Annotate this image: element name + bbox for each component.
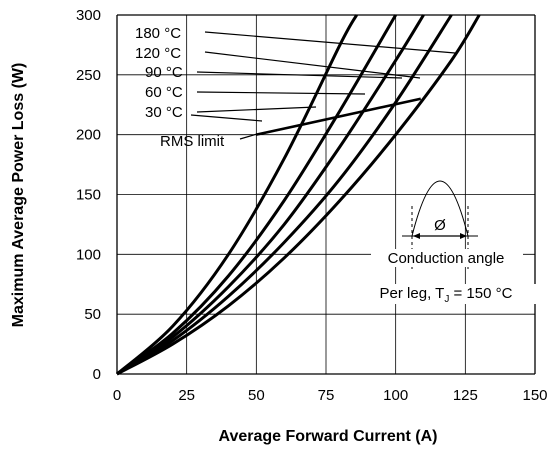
leader-180 <box>204 31 456 54</box>
curve-60c <box>116 14 453 376</box>
leader-30a <box>196 106 317 113</box>
leader-90 <box>196 71 403 79</box>
y-tick-label: 150 <box>76 187 101 204</box>
phi-label: Ø <box>434 217 446 234</box>
per-leg-prefix: Per leg, T <box>380 285 445 302</box>
conduction-angle-bg <box>371 249 523 267</box>
phi-label-bg <box>432 217 448 231</box>
curve-180c <box>116 14 358 376</box>
y-tick-label: 300 <box>76 7 101 24</box>
arrow-right-icon <box>460 233 467 239</box>
curve-label-180: 180 °C <box>135 25 181 42</box>
per-leg-suffix: = 150 °C <box>449 285 512 302</box>
curve-30c <box>116 14 481 376</box>
x-tick-label: 25 <box>178 387 195 404</box>
leader-30b <box>190 114 263 122</box>
curve-labels: 180 °C 120 °C 90 °C 60 °C 30 °C RMS limi… <box>135 25 225 150</box>
x-tick-label: 50 <box>248 387 265 404</box>
leader-60 <box>196 91 366 95</box>
curves <box>116 14 481 376</box>
x-axis-label: Average Forward Current (A) <box>219 428 438 445</box>
curve-label-90: 90 °C <box>145 64 183 81</box>
curve-label-120: 120 °C <box>135 45 181 62</box>
x-tick-label: 125 <box>453 387 478 404</box>
per-leg-bg <box>358 284 538 304</box>
x-tick-label: 150 <box>522 387 547 404</box>
rms-limit-label: RMS limit <box>160 133 225 150</box>
y-tick-label: 50 <box>84 306 101 323</box>
curve-label-60: 60 °C <box>145 84 183 101</box>
per-leg-condition: Per leg, TJ = 150 °C <box>380 285 513 305</box>
y-axis-label: Maximum Average Power Loss (W) <box>10 63 27 328</box>
y-tick-label: 100 <box>76 246 101 263</box>
tick-labels: 0 25 50 75 100 125 150 0 50 100 150 200 250 300 <box>76 7 548 404</box>
y-tick-label: 250 <box>76 67 101 84</box>
conduction-angle-label: Conduction angle <box>388 250 505 267</box>
half-sine-waveform <box>411 180 469 237</box>
tj-subscript: J <box>444 294 449 305</box>
curve-90c <box>116 14 425 376</box>
curve-120c <box>116 14 397 376</box>
x-tick-label: 100 <box>383 387 408 404</box>
x-tick-label: 0 <box>113 387 121 404</box>
curve-label-30: 30 °C <box>145 104 183 121</box>
y-tick-label: 200 <box>76 127 101 144</box>
conduction-angle-inset: Ø Conduction angle Per leg, TJ = 150 °C <box>358 180 538 305</box>
leader-rms <box>239 133 258 140</box>
rms-limit-line <box>256 97 422 136</box>
leader-120 <box>204 51 421 79</box>
x-tick-label: 75 <box>318 387 335 404</box>
y-tick-label: 0 <box>93 366 101 383</box>
arrow-left-icon <box>413 233 420 239</box>
